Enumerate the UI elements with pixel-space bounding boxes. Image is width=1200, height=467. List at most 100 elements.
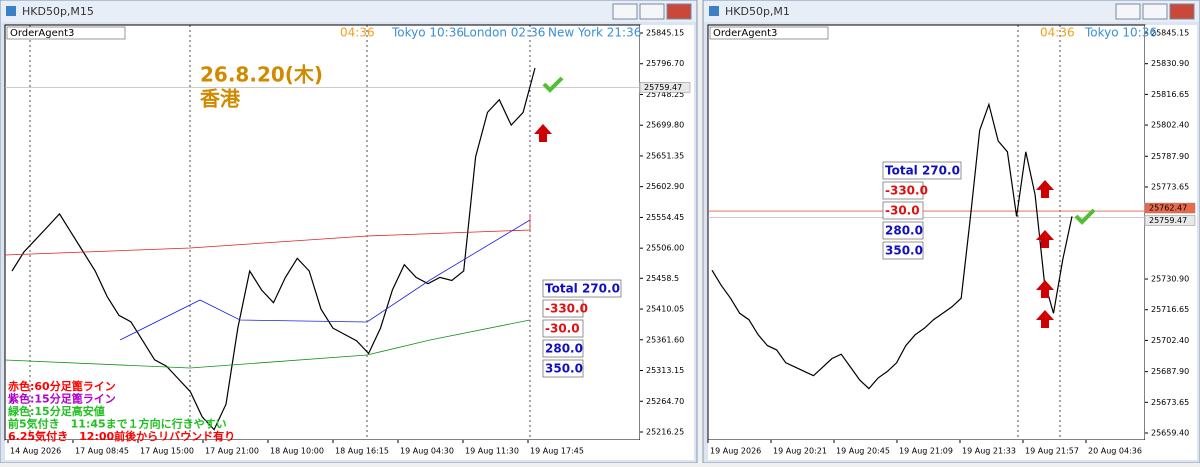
- note: 紫色:15分足篦ライン: [8, 392, 116, 406]
- summary-box: [882, 161, 962, 180]
- y-tick-label: 25458.5: [646, 274, 679, 283]
- y-tick-label: 25845.15: [1151, 29, 1189, 38]
- summary-box: [882, 181, 924, 200]
- y-tick-label: 25361.60: [646, 335, 684, 344]
- window-icon: [6, 6, 16, 16]
- y-tick-label: 25506.00: [646, 244, 684, 253]
- price-label: 25759.47: [644, 83, 682, 92]
- summary-value: 350.0: [545, 362, 583, 376]
- x-tick-label: 19 Aug 21:33: [962, 447, 1016, 456]
- summary-value: -330.0: [885, 184, 928, 198]
- note: 赤色:60分足篦ライン: [8, 379, 116, 393]
- y-tick-label: 25787.90: [1151, 152, 1189, 161]
- price-label: 25762.47: [1149, 204, 1187, 213]
- summary-value: -330.0: [545, 302, 588, 316]
- price-axis: [640, 25, 694, 440]
- window-button[interactable]: [1115, 3, 1141, 20]
- y-tick-label: 25845.15: [646, 29, 684, 38]
- y-tick-label: 25796.70: [646, 59, 684, 68]
- y-tick-label: 25554.45: [646, 213, 684, 222]
- summary-box: [542, 319, 584, 338]
- y-tick-label: 25673.65: [1151, 398, 1189, 407]
- summary-box: [882, 221, 924, 240]
- summary-value: -30.0: [545, 322, 580, 336]
- check-mark: [542, 76, 564, 93]
- x-tick-label: 19 Aug 11:30: [465, 447, 519, 456]
- x-tick-label: 20 Aug 04:36: [1088, 447, 1142, 456]
- y-tick-label: 25651.35: [646, 151, 684, 160]
- summary-box: [542, 279, 622, 298]
- y-tick-label: 25816.65: [1151, 90, 1189, 99]
- note: 6.25気付き 12:00前後からリバウンド有り: [8, 429, 235, 443]
- time-axis: [708, 440, 1197, 460]
- x-tick-label: 19 Aug 21:57: [1025, 447, 1079, 456]
- plot-area: [4, 24, 641, 441]
- y-tick-label: 25773.65: [1151, 182, 1189, 191]
- toolbar-label[interactable]: OrderAgent3: [10, 28, 74, 39]
- price-label-bg: [639, 82, 691, 93]
- x-tick-label: 19 Aug 20:21: [773, 447, 827, 456]
- annotation-place: 香港: [200, 87, 241, 111]
- y-tick-label: 25802.40: [1151, 121, 1189, 130]
- window-icon: [709, 6, 719, 16]
- summary-value: Total 270.0: [545, 282, 620, 296]
- toolbar-label[interactable]: OrderAgent3: [713, 28, 777, 39]
- y-tick-label: 25313.15: [646, 366, 684, 375]
- x-tick-label: 18 Aug 10:00: [270, 447, 324, 456]
- summary-box: [882, 241, 924, 260]
- x-tick-label: 19 Aug 20:45: [836, 447, 890, 456]
- note: 緑色:15分足高安値: [8, 404, 105, 418]
- summary-value: 280.0: [885, 224, 923, 238]
- window-button[interactable]: [639, 3, 665, 20]
- note: 前5気付き 11:45まで１方向に行きやすい: [8, 417, 227, 431]
- y-tick-label: 25702.40: [1151, 336, 1189, 345]
- x-tick-label: 19 Aug 21:09: [899, 447, 953, 456]
- y-tick-label: 25264.70: [646, 397, 684, 406]
- x-tick-label: 18 Aug 16:15: [335, 447, 389, 456]
- window-title: HKD50p,M15: [22, 5, 94, 18]
- y-tick-label: 25410.05: [646, 305, 684, 314]
- up-arrow: [1036, 280, 1054, 298]
- title-bar: [1, 1, 696, 22]
- window-title: HKD50p,M1: [725, 5, 790, 18]
- window-button[interactable]: [1169, 3, 1195, 20]
- y-tick-label: 25716.65: [1151, 305, 1189, 314]
- y-tick-label: 25748.25: [646, 90, 684, 99]
- up-arrow: [1036, 310, 1054, 328]
- indicator-line: [119, 219, 531, 341]
- y-tick-label: 25699.80: [646, 121, 684, 130]
- title-bar: [704, 1, 1199, 22]
- y-tick-label: 25602.90: [646, 182, 684, 191]
- y-tick-label: 25216.25: [646, 427, 684, 436]
- summary-box: [542, 339, 584, 358]
- window-button[interactable]: [666, 3, 692, 20]
- summary-value: Total 270.0: [885, 164, 960, 178]
- x-tick-label: 19 Aug 17:45: [530, 447, 584, 456]
- summary-box: [542, 359, 584, 378]
- summary-value: 350.0: [885, 244, 923, 258]
- x-tick-label: 17 Aug 21:00: [205, 447, 259, 456]
- price-line-series: [711, 102, 1073, 390]
- window-button[interactable]: [612, 3, 638, 20]
- indicator-line: [4, 214, 531, 256]
- toolbar-box: [709, 26, 829, 40]
- y-tick-label: 25730.90: [1151, 275, 1189, 284]
- plot-area: [707, 24, 1146, 441]
- session-time: 04:36: [1040, 26, 1075, 40]
- up-arrow: [1036, 180, 1054, 198]
- x-tick-label: 19 Aug 04:30: [400, 447, 454, 456]
- session-time: Tokyo 10:36: [391, 26, 464, 40]
- window-button[interactable]: [1142, 3, 1168, 20]
- summary-value: -30.0: [885, 204, 920, 218]
- price-axis: [1145, 25, 1197, 440]
- session-time: New York 21:36: [548, 26, 641, 40]
- session-time: London 02:36: [463, 26, 545, 40]
- price-line-series: [11, 67, 536, 431]
- summary-box: [542, 299, 584, 318]
- summary-value: 280.0: [545, 342, 583, 356]
- indicator-line: [4, 319, 531, 369]
- price-label: 25759.47: [1149, 216, 1187, 225]
- annotation-date: 26.8.20(木): [200, 63, 323, 87]
- session-time: Tokyo 10:36: [1084, 26, 1157, 40]
